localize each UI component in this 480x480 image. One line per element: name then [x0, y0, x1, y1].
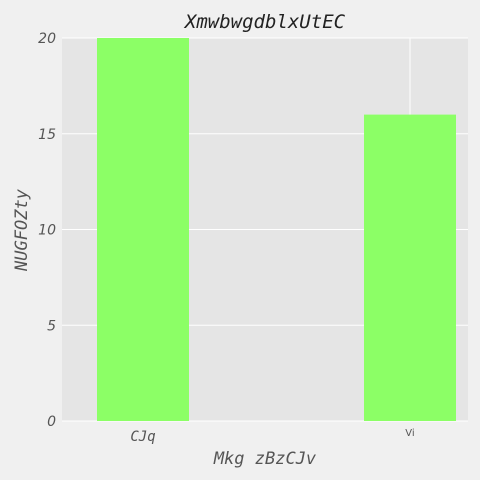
bars — [97, 38, 456, 421]
x-tick-label: CJq — [130, 429, 155, 445]
bar-vi — [364, 114, 456, 421]
x-tick-label: Vi — [405, 428, 414, 439]
y-tick-label: 20 — [38, 31, 56, 47]
x-ticks: CJq Vi — [130, 428, 414, 445]
bar-cjq — [97, 38, 189, 421]
y-axis-label: NUGFOZty — [12, 188, 32, 272]
x-axis-label: Mkg zBzCJv — [213, 449, 317, 469]
y-tick-label: 5 — [47, 318, 56, 334]
y-tick-label: 15 — [38, 127, 56, 143]
y-tick-label: 0 — [47, 414, 56, 430]
y-tick-label: 10 — [38, 223, 56, 239]
chart-title: XmwbwgdblxUtEC — [183, 11, 346, 33]
y-ticks: 0 5 10 15 20 — [38, 31, 56, 430]
